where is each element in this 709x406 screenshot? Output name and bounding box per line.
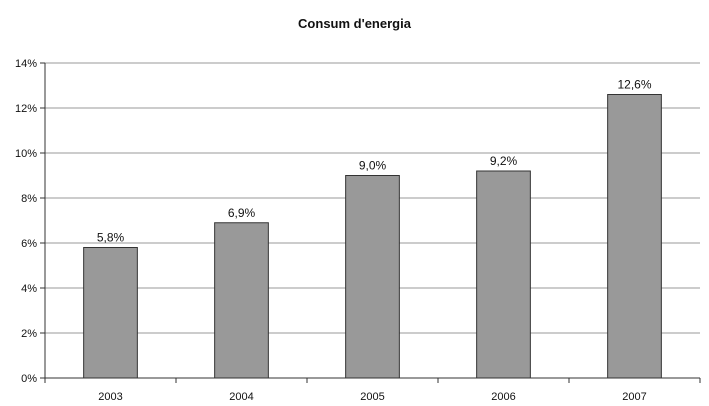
axes	[40, 62, 701, 383]
x-tick-label: 2007	[622, 391, 646, 403]
labels: 0% 2% 4% 6% 8% 10% 12% 14% 5,8% 2003 6,9% 2004 9,0% 2…	[15, 58, 652, 403]
bars	[83, 94, 662, 379]
x-tick-label: 2006	[491, 391, 515, 403]
data-label: 9,2%	[490, 154, 518, 168]
y-tick-label: 0%	[21, 373, 37, 385]
data-label: 6,9%	[228, 206, 256, 220]
y-tick-label: 8%	[21, 193, 37, 205]
bar	[607, 94, 662, 379]
y-tick-label: 12%	[15, 103, 37, 115]
bar	[83, 247, 138, 379]
y-tick-label: 2%	[21, 328, 37, 340]
bar	[476, 170, 531, 379]
y-tick-label: 6%	[21, 238, 37, 250]
chart-title: Consum d'energia	[298, 16, 411, 31]
data-label: 12,6%	[617, 78, 651, 92]
y-tick-label: 4%	[21, 283, 37, 295]
bar	[345, 175, 400, 379]
x-tick-label: 2005	[360, 391, 384, 403]
x-tick-label: 2003	[98, 391, 122, 403]
x-tick-label: 2004	[229, 391, 253, 403]
bar	[214, 222, 269, 379]
y-tick-label: 10%	[15, 148, 37, 160]
y-tick-label: 14%	[15, 58, 37, 70]
data-label: 5,8%	[97, 231, 125, 245]
data-label: 9,0%	[359, 159, 387, 173]
